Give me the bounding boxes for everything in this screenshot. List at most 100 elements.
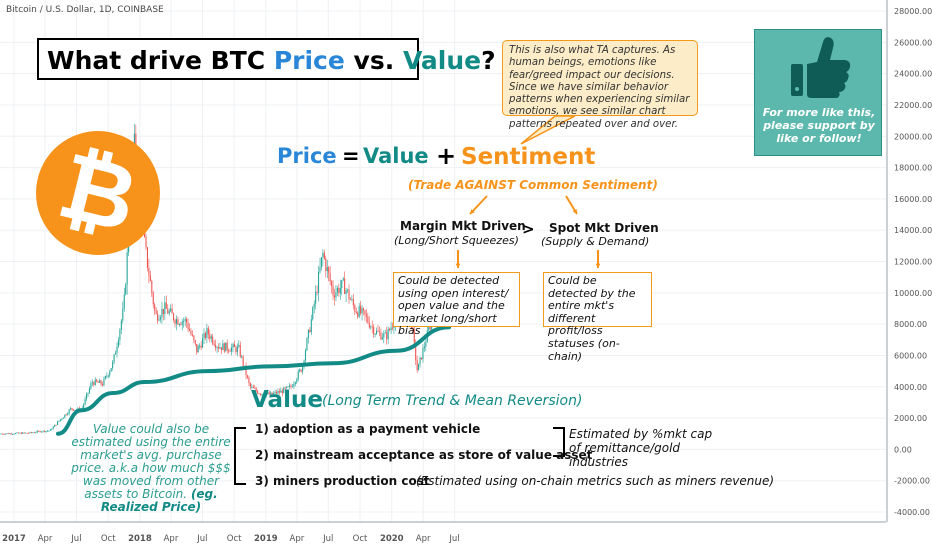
candle-body — [199, 345, 201, 347]
candle-body — [94, 379, 96, 386]
candle-body — [181, 321, 183, 325]
candle-body — [387, 328, 389, 340]
candle-body — [30, 432, 32, 433]
candle-body — [86, 393, 88, 399]
spot-driver-subtitle: (Supply & Demand) — [541, 235, 650, 248]
candle-body — [1, 433, 3, 435]
candle-body — [241, 356, 243, 358]
ta-callout: This is also what TA captures. As human … — [502, 40, 698, 130]
candle-body — [29, 432, 31, 434]
candle-body — [302, 364, 304, 372]
candle-body — [261, 394, 263, 395]
value-trend-line — [56, 325, 452, 436]
headline-question: ? — [481, 46, 496, 75]
y-tick-label: 22000.00 — [894, 101, 932, 110]
candle-body — [42, 430, 44, 432]
candle-body — [106, 375, 108, 377]
y-tick-label: 28000.00 — [894, 7, 932, 16]
candle-body — [357, 312, 359, 317]
candle-body — [212, 336, 214, 344]
candle-body — [96, 379, 98, 382]
candle-body — [180, 324, 182, 325]
candle-body — [188, 328, 191, 331]
realized-price-note: Value could also be estimated using the … — [62, 423, 240, 514]
margin-driver-title: Margin Mkt Driven — [400, 219, 526, 233]
candle-body — [257, 390, 259, 394]
candle-body — [19, 432, 21, 434]
candle-body — [413, 329, 415, 343]
candle-body — [229, 351, 231, 352]
candle-body — [354, 305, 356, 313]
candle-body — [36, 430, 38, 433]
candle-body — [360, 306, 362, 314]
x-tick-label: Jul — [70, 534, 81, 544]
candle-body — [149, 275, 151, 281]
candle-body — [215, 345, 217, 348]
candle-body — [281, 390, 283, 394]
candle-body — [254, 387, 256, 389]
candle-body — [423, 346, 425, 349]
candle-body — [242, 356, 244, 366]
candle-body — [318, 271, 320, 293]
headline: What drive BTC Price vs. Value? — [37, 38, 496, 80]
candle-body — [315, 291, 317, 304]
candle-body — [220, 347, 222, 350]
equation-sentiment: Sentiment — [461, 144, 596, 170]
candle-body — [6, 433, 8, 435]
y-tick-label: 18000.00 — [894, 164, 932, 173]
candle-body — [125, 284, 127, 295]
candle-body — [428, 327, 430, 331]
candle-body — [39, 431, 41, 433]
candle-body — [219, 347, 221, 349]
candle-body — [300, 369, 302, 372]
candle-body — [393, 326, 395, 329]
candle-body — [38, 430, 40, 432]
candle-body — [391, 327, 394, 329]
arrow-to-spot-head — [572, 209, 577, 214]
equation-equals: = — [342, 144, 360, 168]
candle-body — [158, 319, 160, 321]
y-tick-label: 10000.00 — [894, 289, 932, 298]
candle-body — [294, 382, 296, 384]
candle-body — [238, 344, 240, 347]
x-tick-label: 2018 — [128, 534, 152, 544]
candle-body — [3, 434, 5, 435]
arrow-to-margin-head — [470, 209, 475, 214]
candle-body — [65, 414, 67, 416]
candle-body — [344, 278, 346, 294]
candle-body — [168, 311, 170, 314]
candle-body — [55, 424, 57, 426]
symbol-label: Bitcoin / U.S. Dollar, 1D, COINBASE — [6, 5, 164, 15]
candle-body — [291, 386, 293, 388]
candle-body — [154, 304, 156, 311]
candle-body — [207, 328, 209, 335]
candle-body — [275, 391, 278, 394]
x-tick-label: Apr — [290, 534, 305, 544]
candle-body — [191, 334, 193, 336]
candle-body — [58, 420, 60, 422]
right-bracket — [553, 427, 565, 457]
candle-body — [112, 362, 114, 369]
x-tick-label: 2019 — [254, 534, 278, 544]
candle-body — [390, 327, 392, 331]
candle-body — [217, 347, 220, 349]
candle-body — [389, 328, 391, 331]
candle-body — [310, 319, 312, 333]
candle-body — [381, 337, 383, 340]
candle-body — [323, 252, 325, 259]
candle-body — [415, 342, 417, 361]
support-box — [754, 29, 882, 156]
candle-body — [232, 344, 234, 348]
candle-body — [273, 393, 275, 395]
candle-body — [293, 383, 295, 387]
candle-body — [83, 404, 85, 408]
candle-body — [148, 267, 150, 276]
candle-body — [418, 363, 420, 371]
candle-body — [57, 421, 59, 425]
candle-body — [296, 379, 298, 383]
candle-body — [196, 344, 198, 353]
candle-body — [17, 432, 19, 434]
candle-body — [184, 318, 186, 322]
candle-body — [0, 433, 2, 435]
candle-body — [117, 340, 119, 347]
